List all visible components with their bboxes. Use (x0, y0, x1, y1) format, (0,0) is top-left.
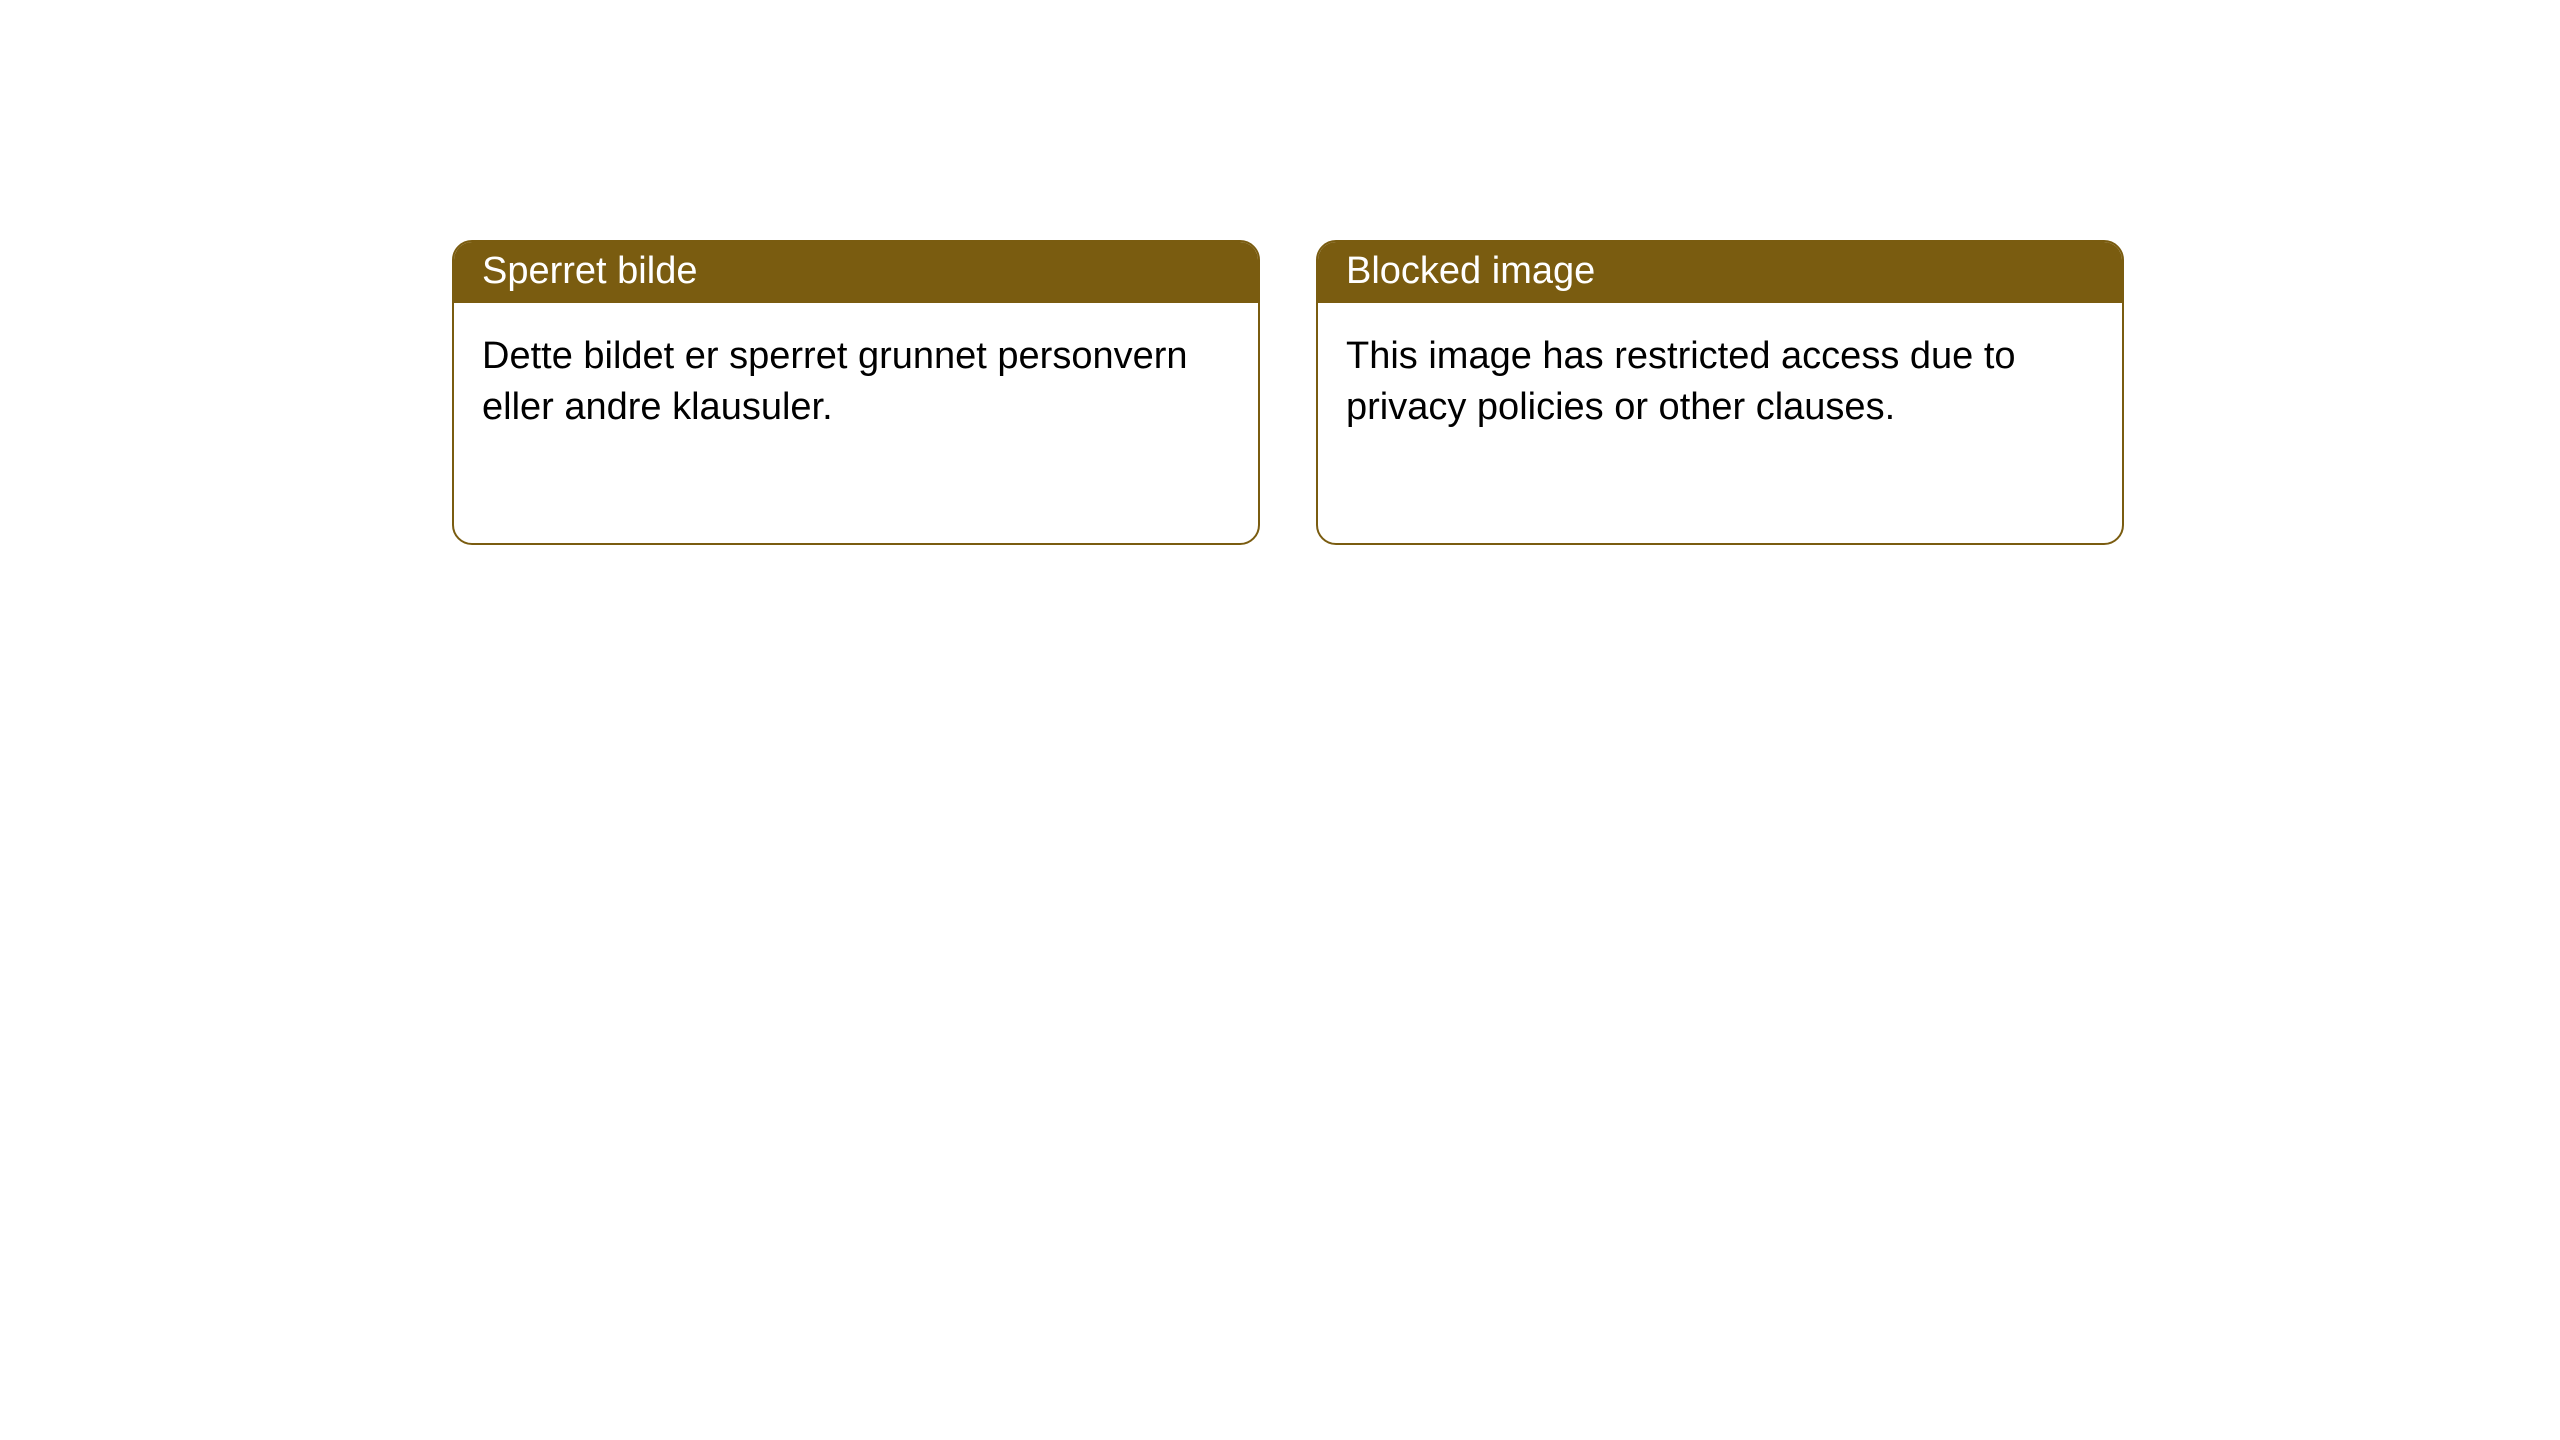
notice-body: Dette bildet er sperret grunnet personve… (454, 303, 1258, 543)
notice-body-text: This image has restricted access due to … (1346, 335, 2016, 428)
notice-body-text: Dette bildet er sperret grunnet personve… (482, 335, 1188, 428)
notice-body: This image has restricted access due to … (1318, 303, 2122, 543)
notice-title: Blocked image (1346, 250, 1595, 292)
notice-container: Sperret bilde Dette bildet er sperret gr… (452, 240, 2560, 545)
notice-title: Sperret bilde (482, 250, 697, 292)
notice-box-english: Blocked image This image has restricted … (1316, 240, 2124, 545)
notice-header: Blocked image (1318, 242, 2122, 303)
notice-box-norwegian: Sperret bilde Dette bildet er sperret gr… (452, 240, 1260, 545)
notice-header: Sperret bilde (454, 242, 1258, 303)
